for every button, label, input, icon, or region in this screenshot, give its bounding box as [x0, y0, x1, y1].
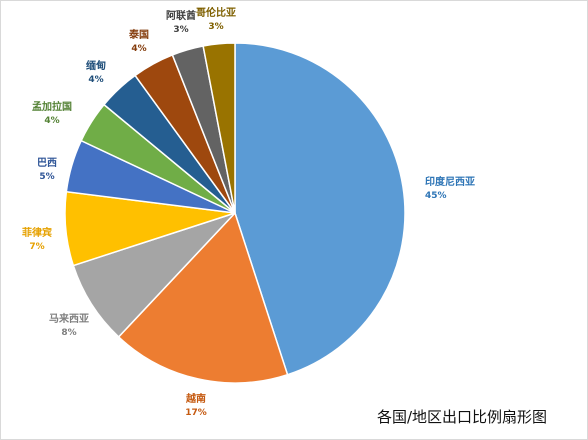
slice-percent-9: 3% — [173, 25, 188, 35]
slice-label-7: 缅甸 — [86, 59, 106, 72]
slice-percent-1: 45% — [425, 191, 447, 201]
slice-percent-5: 5% — [39, 172, 54, 182]
slice-label-5: 巴西 — [37, 157, 57, 169]
slice-percent-2: 17% — [185, 408, 207, 418]
pie-slice-1 — [234, 42, 406, 376]
slice-label-8: 泰国 — [128, 28, 149, 41]
pie-slice-2 — [117, 211, 289, 384]
slice-label-3: 马来西亚 — [49, 312, 89, 325]
slice-label-1: 印度尼西亚 — [425, 175, 475, 188]
chart-title: 各国/地区出口比例扇形图 — [376, 408, 547, 426]
slice-label-9: 阿联酋 — [166, 9, 196, 22]
slice-percent-3: 8% — [61, 328, 76, 338]
slice-percent-7: 4% — [88, 75, 103, 85]
slice-label-6: 孟加拉国 — [32, 100, 72, 113]
pie-slice-10 — [202, 42, 236, 214]
slice-label-10: 哥伦比亚 — [196, 6, 236, 19]
slice-label-4: 菲律宾 — [22, 226, 52, 239]
slice-label-2: 越南 — [185, 392, 206, 405]
slice-percent-4: 7% — [29, 242, 44, 252]
slice-percent-6: 4% — [44, 116, 59, 126]
slice-percent-8: 4% — [131, 44, 146, 54]
slice-percent-10: 3% — [208, 22, 223, 32]
